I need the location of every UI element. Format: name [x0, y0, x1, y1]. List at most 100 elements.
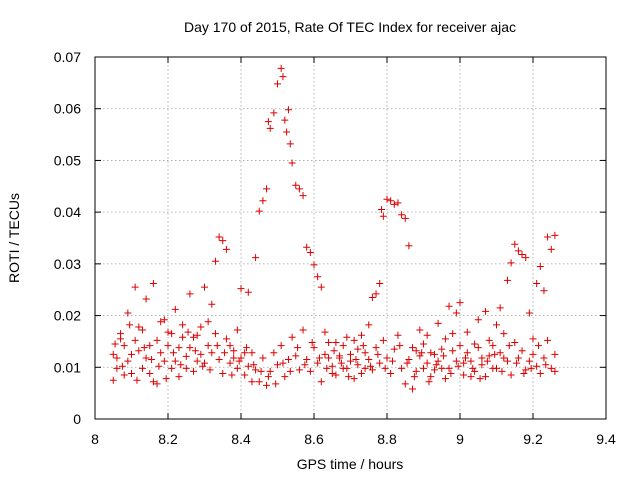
- data-point: [478, 361, 486, 369]
- data-point: [164, 328, 172, 336]
- data-point: [197, 350, 205, 358]
- data-point: [354, 345, 362, 353]
- data-point: [197, 323, 205, 331]
- data-point: [248, 349, 256, 357]
- data-point: [155, 362, 163, 370]
- data-point: [148, 356, 156, 364]
- data-point: [469, 364, 477, 372]
- data-point: [250, 361, 258, 369]
- data-point: [520, 369, 528, 377]
- data-point: [191, 347, 199, 355]
- data-point: [547, 245, 555, 253]
- data-point: [237, 354, 245, 362]
- data-point: [525, 357, 533, 365]
- data-point: [248, 378, 256, 386]
- data-point: [146, 369, 154, 377]
- data-point: [518, 347, 526, 355]
- data-point: [388, 357, 396, 365]
- data-point: [394, 199, 402, 207]
- data-point: [390, 200, 398, 208]
- data-point: [438, 345, 446, 353]
- data-point: [376, 280, 384, 288]
- data-point: [259, 354, 267, 362]
- data-point: [266, 367, 274, 375]
- data-point: [547, 364, 555, 372]
- y-tick-label: 0.05: [54, 152, 81, 168]
- data-point: [230, 354, 238, 362]
- data-point: [199, 362, 207, 370]
- data-point: [109, 376, 117, 384]
- data-point: [511, 338, 519, 346]
- data-point: [182, 352, 190, 360]
- data-point: [379, 212, 387, 220]
- data-point: [186, 344, 194, 352]
- data-point: [149, 378, 157, 386]
- data-point: [131, 283, 139, 291]
- data-point: [213, 342, 221, 350]
- data-point: [230, 347, 238, 355]
- data-point: [157, 318, 165, 326]
- data-point: [467, 357, 475, 365]
- data-point: [288, 159, 296, 167]
- data-point: [544, 233, 552, 241]
- y-tick-label: 0.04: [54, 204, 81, 220]
- data-point: [522, 254, 530, 262]
- data-point: [208, 300, 216, 308]
- data-point: [350, 375, 358, 383]
- data-point: [299, 192, 307, 200]
- x-tick-label: 9: [456, 431, 464, 447]
- data-point: [527, 364, 535, 372]
- data-point: [418, 349, 426, 357]
- data-point: [489, 342, 497, 350]
- data-point: [146, 342, 154, 350]
- data-point: [383, 354, 391, 362]
- data-point: [372, 290, 380, 298]
- data-point: [452, 309, 460, 317]
- data-point: [301, 361, 309, 369]
- data-point: [533, 280, 541, 288]
- data-point: [208, 349, 216, 357]
- data-point: [277, 342, 285, 350]
- data-point: [281, 116, 289, 124]
- y-tick-label: 0.02: [54, 308, 81, 324]
- data-point: [471, 367, 479, 375]
- data-point: [171, 357, 179, 365]
- data-point: [201, 359, 208, 367]
- data-point: [434, 357, 442, 365]
- data-point: [252, 366, 260, 374]
- data-point: [279, 73, 287, 81]
- data-point: [284, 356, 292, 364]
- data-point: [544, 336, 552, 344]
- data-point: [179, 321, 187, 329]
- data-point: [367, 362, 375, 370]
- data-point: [336, 354, 344, 362]
- y-tick-label: 0.07: [54, 49, 81, 65]
- data-point: [190, 333, 198, 341]
- data-point: [368, 293, 376, 301]
- data-point: [120, 342, 128, 350]
- data-point: [332, 338, 340, 346]
- data-point: [286, 140, 294, 148]
- data-point: [454, 362, 462, 370]
- data-point: [536, 369, 544, 377]
- data-point: [365, 356, 373, 364]
- data-point: [164, 342, 172, 350]
- data-point: [266, 124, 274, 132]
- data-point: [474, 344, 482, 352]
- data-point: [503, 276, 511, 284]
- data-point: [294, 344, 302, 352]
- data-point: [416, 352, 424, 360]
- data-point: [160, 357, 168, 365]
- data-point: [314, 359, 322, 367]
- data-point: [420, 364, 427, 372]
- data-point: [403, 359, 411, 367]
- data-point: [204, 318, 212, 326]
- data-point: [337, 359, 345, 367]
- data-point: [270, 349, 278, 357]
- data-point: [460, 371, 468, 379]
- data-point: [252, 254, 260, 262]
- data-point: [405, 242, 413, 250]
- data-point: [390, 345, 398, 353]
- data-point: [193, 331, 201, 339]
